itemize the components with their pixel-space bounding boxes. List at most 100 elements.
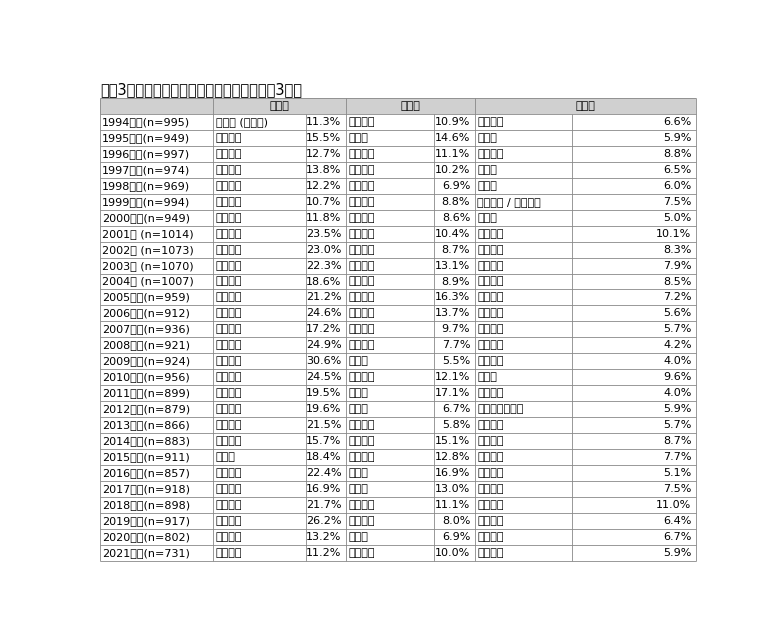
- Text: 本田圭佑: 本田圭佑: [349, 420, 375, 430]
- Text: 11.1%: 11.1%: [435, 500, 470, 510]
- Text: 7.5%: 7.5%: [663, 484, 691, 494]
- Text: 6.9%: 6.9%: [442, 532, 470, 542]
- Text: 18.4%: 18.4%: [306, 452, 342, 462]
- Text: 6.0%: 6.0%: [663, 180, 691, 191]
- Text: 19.6%: 19.6%: [306, 404, 342, 414]
- Text: 長嶋茂雄: 長嶋茂雄: [215, 197, 242, 207]
- Text: イチロー: イチロー: [215, 325, 242, 334]
- Text: 野茂英雄: 野茂英雄: [349, 149, 375, 159]
- Text: 石川遼: 石川遼: [349, 388, 368, 398]
- Text: 大谷翔平: 大谷翔平: [477, 532, 504, 542]
- Text: 7.2%: 7.2%: [663, 292, 691, 303]
- Text: イチロー: イチロー: [477, 277, 504, 287]
- Text: 6.7%: 6.7%: [663, 532, 691, 542]
- Text: 5.9%: 5.9%: [663, 133, 691, 143]
- Text: 9.6%: 9.6%: [663, 372, 691, 382]
- Text: イチロー: イチロー: [215, 420, 242, 430]
- Text: 2013年　(n=866): 2013年 (n=866): [102, 420, 189, 430]
- Text: 長嶋茂雄: 長嶋茂雄: [215, 213, 242, 223]
- Text: 11.1%: 11.1%: [435, 149, 470, 159]
- Text: 30.6%: 30.6%: [306, 356, 342, 367]
- Text: 2004年 (n=1007): 2004年 (n=1007): [102, 277, 194, 287]
- Text: 若ノ花 (若乃花): 若ノ花 (若乃花): [215, 117, 267, 127]
- Text: 2001年 (n=1014): 2001年 (n=1014): [102, 229, 193, 239]
- Text: 10.7%: 10.7%: [306, 197, 342, 207]
- Text: 7.7%: 7.7%: [442, 341, 470, 351]
- Text: 1994年　(n=995): 1994年 (n=995): [102, 117, 190, 127]
- Text: 長嶋茂雄: 長嶋茂雄: [349, 117, 375, 127]
- Text: 浅田真央: 浅田真央: [477, 420, 504, 430]
- Text: 2000年　(n=949): 2000年 (n=949): [102, 213, 190, 223]
- Text: イチロー: イチロー: [215, 356, 242, 367]
- Text: 貴乃花: 貴乃花: [477, 165, 498, 175]
- Text: 10.9%: 10.9%: [435, 117, 470, 127]
- Text: 13.1%: 13.1%: [435, 261, 470, 270]
- Text: イチロー: イチロー: [349, 165, 375, 175]
- Text: イチロー: イチロー: [215, 532, 242, 542]
- Text: 長嶋茂雄: 長嶋茂雄: [477, 149, 504, 159]
- Text: 高橋由伸: 高橋由伸: [349, 197, 375, 207]
- Text: 21.7%: 21.7%: [306, 500, 342, 510]
- Text: 2016年　(n=857): 2016年 (n=857): [102, 468, 190, 478]
- Text: 16.9%: 16.9%: [306, 484, 342, 494]
- Text: 15.7%: 15.7%: [306, 436, 342, 446]
- Text: 4.0%: 4.0%: [663, 356, 691, 367]
- Text: 長友佑都: 長友佑都: [477, 388, 504, 398]
- Text: 8.6%: 8.6%: [442, 213, 470, 223]
- Text: 8.3%: 8.3%: [663, 244, 691, 254]
- Text: 22.3%: 22.3%: [306, 261, 342, 270]
- Text: 2018年　(n=898): 2018年 (n=898): [102, 500, 190, 510]
- Text: 12.8%: 12.8%: [435, 452, 470, 462]
- Text: 12.7%: 12.7%: [306, 149, 342, 159]
- Text: 1999年　(n=994): 1999年 (n=994): [102, 197, 190, 207]
- Text: 田中将大: 田中将大: [477, 436, 504, 446]
- Text: 1997年　(n=974): 1997年 (n=974): [102, 165, 190, 175]
- Text: 5.8%: 5.8%: [442, 420, 470, 430]
- Text: 15.5%: 15.5%: [306, 133, 342, 143]
- Text: 松井秀喜: 松井秀喜: [349, 292, 375, 303]
- Text: 浅田真央: 浅田真央: [477, 484, 504, 494]
- Text: 2021年　(n=731): 2021年 (n=731): [102, 548, 190, 558]
- Text: 羽生結弦: 羽生結弦: [477, 500, 504, 510]
- Text: 5.9%: 5.9%: [663, 548, 691, 558]
- Text: 8.7%: 8.7%: [442, 244, 470, 254]
- Text: 24.9%: 24.9%: [306, 341, 342, 351]
- Text: 1996年　(n=997): 1996年 (n=997): [102, 149, 190, 159]
- Text: 羽生結弦: 羽生結弦: [349, 516, 375, 526]
- Text: 2017年　(n=918): 2017年 (n=918): [102, 484, 190, 494]
- Text: 松井秀喜: 松井秀喜: [349, 341, 375, 351]
- Text: 21.5%: 21.5%: [306, 420, 342, 430]
- Text: 4.0%: 4.0%: [663, 388, 691, 398]
- Text: 6.7%: 6.7%: [442, 404, 470, 414]
- Text: 24.5%: 24.5%: [306, 372, 342, 382]
- Text: イチロー: イチロー: [215, 388, 242, 398]
- Text: 13.7%: 13.7%: [435, 308, 470, 318]
- Text: 5.6%: 5.6%: [663, 308, 691, 318]
- Text: 浅田真央: 浅田真央: [349, 372, 375, 382]
- Text: 図表3　最も好きなスポーツ選手（歴代上位3位）: 図表3 最も好きなスポーツ選手（歴代上位3位）: [100, 82, 302, 97]
- Text: 羽生結弦: 羽生結弦: [477, 548, 504, 558]
- Text: 4.2%: 4.2%: [663, 341, 691, 351]
- Text: 石川遼: 石川遼: [349, 404, 368, 414]
- Bar: [475, 98, 696, 114]
- Text: 8.9%: 8.9%: [442, 277, 470, 287]
- Text: 錦織圭: 錦織圭: [215, 452, 236, 462]
- Text: 2006年　(n=912): 2006年 (n=912): [102, 308, 190, 318]
- Text: 19.5%: 19.5%: [306, 388, 342, 398]
- Text: 錦織圭: 錦織圭: [349, 532, 368, 542]
- Text: イチロー: イチロー: [349, 436, 375, 446]
- Text: イチロー: イチロー: [215, 548, 242, 558]
- Text: イチロー: イチロー: [349, 452, 375, 462]
- Text: 長嶋茂雄: 長嶋茂雄: [349, 244, 375, 254]
- Text: 石川遼: 石川遼: [349, 356, 368, 367]
- Text: 石川遼: 石川遼: [477, 372, 498, 382]
- Text: 12.2%: 12.2%: [306, 180, 342, 191]
- Text: イチロー / 松坂大輔: イチロー / 松坂大輔: [477, 197, 541, 207]
- Text: イチロー: イチロー: [215, 516, 242, 526]
- Text: 浅田真央: 浅田真央: [477, 468, 504, 478]
- Text: イチロー: イチロー: [215, 484, 242, 494]
- Text: 2008年　(n=921): 2008年 (n=921): [102, 341, 190, 351]
- Text: 浅田真央: 浅田真央: [215, 436, 242, 446]
- Text: 17.2%: 17.2%: [306, 325, 342, 334]
- Text: 2005年　(n=959): 2005年 (n=959): [102, 292, 190, 303]
